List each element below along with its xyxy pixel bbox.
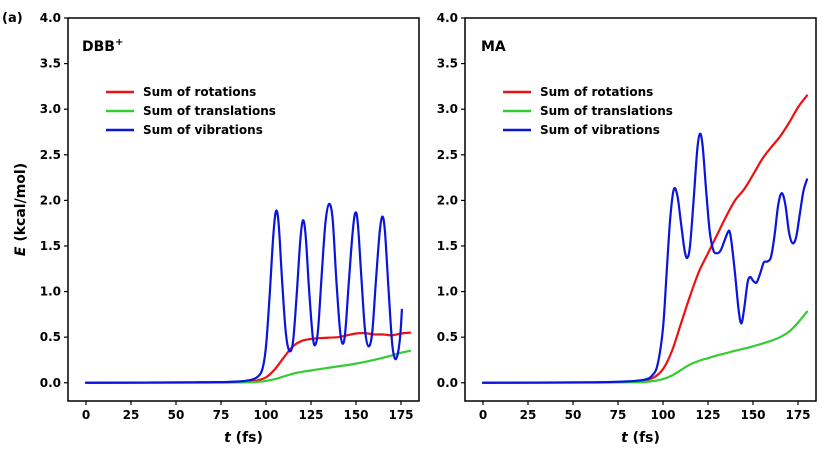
plot-frame bbox=[464, 17, 817, 402]
x-tick-label: 175 bbox=[388, 408, 413, 422]
panel-ma: 0 25 50 75 100 125 150 175 0.0 0.5 1.0 1.5 2.0 2.5 3.… bbox=[437, 11, 817, 446]
legend: Sum of rotations Sum of translations Sum o… bbox=[106, 85, 276, 137]
y-tick-label: 4.0 bbox=[40, 11, 61, 25]
plot-frame bbox=[67, 17, 420, 402]
y-tick-label: 1.0 bbox=[437, 285, 458, 299]
panel-tag: (a) bbox=[2, 11, 23, 26]
y-tick-label: 4.0 bbox=[437, 11, 458, 25]
x-tick-label: 75 bbox=[213, 408, 230, 422]
legend: Sum of rotations Sum of translations Sum o… bbox=[503, 85, 673, 137]
y-tick-label: 1.0 bbox=[40, 285, 61, 299]
x-tick-label: 0 bbox=[82, 408, 90, 422]
x-tick-label: 25 bbox=[123, 408, 140, 422]
y-ticks: 0.0 0.5 1.0 1.5 2.0 2.5 3.0 3.5 4.0 bbox=[437, 11, 465, 390]
y-tick-label: 0.0 bbox=[40, 376, 61, 390]
x-tick-label: 0 bbox=[479, 408, 487, 422]
x-tick-label: 25 bbox=[520, 408, 537, 422]
y-tick-label: 2.0 bbox=[40, 193, 61, 207]
y-axis-label: E (kcal/mol) bbox=[13, 163, 29, 256]
y-tick-label: 0.5 bbox=[437, 330, 458, 344]
series-line-vibrations bbox=[84, 202, 403, 384]
x-tick-label: 100 bbox=[650, 408, 675, 422]
series-line-rotations bbox=[481, 94, 809, 384]
y-tick-label: 2.5 bbox=[437, 148, 458, 162]
y-tick-label: 3.0 bbox=[437, 102, 458, 116]
y-tick-label: 2.0 bbox=[437, 193, 458, 207]
x-tick-label: 150 bbox=[343, 408, 368, 422]
x-axis-label: t (fs) bbox=[224, 430, 263, 446]
series-line-rotations bbox=[84, 331, 412, 384]
x-ticks: 0 25 50 75 100 125 150 175 bbox=[82, 401, 414, 422]
series-lines bbox=[84, 202, 412, 384]
x-axis-label: t (fs) bbox=[621, 430, 660, 446]
legend-label-rotations: Sum of rotations bbox=[540, 85, 653, 99]
y-ticks: 0.0 0.5 1.0 1.5 2.0 2.5 3.0 3.5 4.0 bbox=[40, 11, 68, 390]
panel-title: MA bbox=[481, 39, 506, 55]
series-line-vibrations bbox=[481, 132, 809, 384]
x-tick-label: 175 bbox=[785, 408, 810, 422]
y-tick-label: 0.0 bbox=[437, 376, 458, 390]
x-tick-label: 150 bbox=[740, 408, 765, 422]
x-tick-label: 100 bbox=[253, 408, 278, 422]
x-ticks: 0 25 50 75 100 125 150 175 bbox=[479, 401, 811, 422]
y-tick-label: 2.5 bbox=[40, 148, 61, 162]
y-tick-label: 0.5 bbox=[40, 330, 61, 344]
x-tick-label: 125 bbox=[695, 408, 720, 422]
x-tick-label: 125 bbox=[298, 408, 323, 422]
x-tick-label: 50 bbox=[168, 408, 185, 422]
x-tick-label: 75 bbox=[610, 408, 627, 422]
y-tick-label: 3.5 bbox=[437, 57, 458, 71]
series-line-translations bbox=[84, 349, 412, 384]
legend-label-rotations: Sum of rotations bbox=[143, 85, 256, 99]
x-tick-label: 50 bbox=[565, 408, 582, 422]
legend-label-translations: Sum of translations bbox=[143, 104, 276, 118]
y-tick-label: 3.0 bbox=[40, 102, 61, 116]
legend-label-vibrations: Sum of vibrations bbox=[143, 123, 263, 137]
series-line-translations bbox=[481, 310, 809, 384]
legend-label-translations: Sum of translations bbox=[540, 104, 673, 118]
y-tick-label: 1.5 bbox=[40, 239, 61, 253]
legend-label-vibrations: Sum of vibrations bbox=[540, 123, 660, 137]
y-tick-label: 3.5 bbox=[40, 57, 61, 71]
y-tick-label: 1.5 bbox=[437, 239, 458, 253]
series-lines bbox=[481, 94, 809, 384]
panel-dbb: 0 25 50 75 100 125 150 175 0.0 0.5 1.0 1.5 2.0 2.5 3.… bbox=[13, 11, 420, 446]
panel-title: DBB+ bbox=[82, 37, 123, 55]
